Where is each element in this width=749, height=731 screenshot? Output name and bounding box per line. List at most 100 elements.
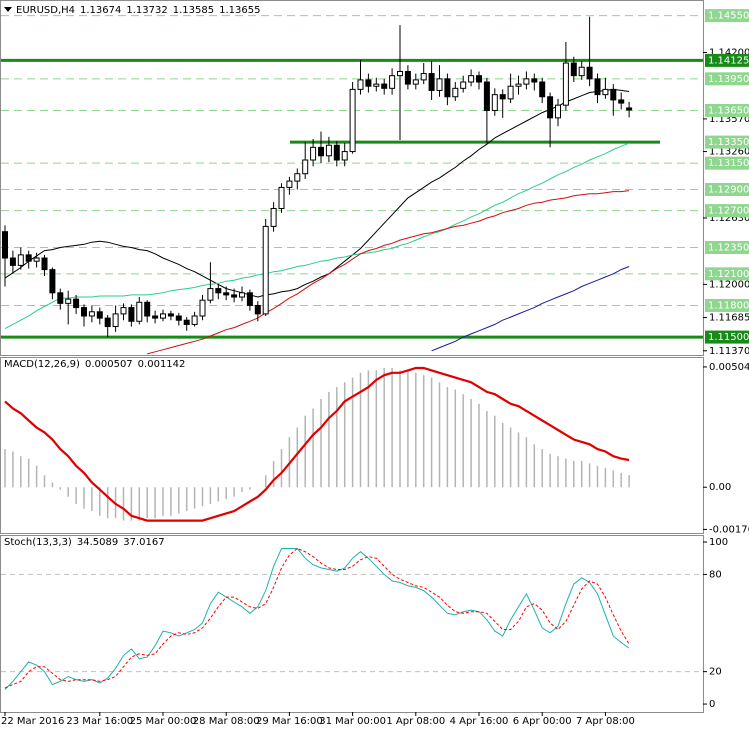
panel-title: Stoch(13,3,3) bbox=[4, 537, 72, 548]
y-tick-label: 1.13260 bbox=[709, 147, 749, 158]
candle-body bbox=[578, 66, 585, 77]
candle-body bbox=[476, 75, 482, 83]
candle-body bbox=[120, 307, 127, 315]
stoch-line bbox=[4, 547, 630, 689]
candle-body bbox=[618, 99, 625, 104]
candle-body bbox=[41, 257, 48, 271]
header-value: 0.000507 bbox=[85, 359, 133, 370]
candle-body bbox=[325, 144, 332, 157]
y-tick-label: 100 bbox=[709, 537, 728, 548]
moving-average bbox=[147, 190, 630, 355]
candle-body bbox=[365, 79, 372, 87]
candle-body bbox=[310, 146, 317, 161]
y-tick-label: 1.14200 bbox=[709, 47, 749, 58]
level-tag bbox=[705, 53, 749, 67]
y-tick-label: 0.00 bbox=[709, 482, 731, 493]
candle-body bbox=[468, 75, 475, 83]
candle-body bbox=[594, 78, 601, 96]
candle-body bbox=[539, 81, 546, 98]
header-value: 1.13732 bbox=[126, 5, 167, 16]
candle-body bbox=[452, 87, 459, 98]
stoch-panel bbox=[0, 535, 704, 713]
candle-body bbox=[586, 66, 593, 80]
candle-body bbox=[523, 78, 530, 85]
candle-body bbox=[207, 288, 214, 301]
candle-body bbox=[397, 70, 403, 77]
x-tick-label: 25 Mar 00:00 bbox=[130, 716, 197, 727]
level-tag-label: 1.13950 bbox=[708, 74, 749, 85]
candle-body bbox=[112, 313, 119, 328]
candle-body bbox=[88, 311, 95, 317]
macd-panel bbox=[0, 357, 704, 534]
level-tag bbox=[705, 298, 749, 312]
level-tag bbox=[705, 72, 749, 86]
candle-body bbox=[626, 107, 633, 111]
header-value: 1.13655 bbox=[219, 5, 260, 16]
y-tick-label: 20 bbox=[709, 667, 722, 678]
candle-body bbox=[278, 186, 285, 209]
level-tag-label: 1.11800 bbox=[708, 300, 749, 311]
level-tag-label: 1.13350 bbox=[708, 137, 749, 148]
candle-body bbox=[215, 288, 222, 294]
level-tag-label: 1.13150 bbox=[708, 158, 749, 169]
x-tick-label: 31 Mar 00:00 bbox=[319, 716, 386, 727]
y-tick-label: 1.11685 bbox=[709, 313, 749, 324]
candle-body bbox=[262, 225, 269, 315]
level-tag-label: 1.14550 bbox=[708, 11, 749, 22]
level-tag bbox=[705, 9, 749, 23]
candle-body bbox=[412, 79, 419, 85]
candle-body bbox=[562, 62, 569, 106]
candle-body bbox=[610, 88, 617, 101]
candle-body bbox=[199, 299, 206, 317]
candle-body bbox=[357, 79, 364, 90]
header-value: 37.0167 bbox=[123, 537, 164, 548]
candle-body bbox=[2, 231, 8, 259]
candle-body bbox=[531, 78, 538, 83]
level-tag bbox=[705, 156, 749, 170]
candle-body bbox=[499, 94, 506, 100]
y-tick-label: -0.001769 bbox=[709, 524, 749, 535]
candle-body bbox=[17, 254, 24, 266]
candle-body bbox=[239, 292, 245, 298]
candle-body bbox=[65, 298, 72, 304]
level-tag bbox=[705, 330, 749, 344]
level-tag-label: 1.13650 bbox=[708, 105, 749, 116]
candle-body bbox=[254, 304, 261, 315]
candle-body bbox=[302, 159, 309, 175]
candle-body bbox=[373, 83, 380, 87]
candle-body bbox=[483, 81, 490, 111]
candle-body bbox=[294, 173, 301, 182]
level-tag-label: 1.11500 bbox=[708, 332, 749, 343]
candle-body bbox=[191, 315, 198, 325]
x-tick-label: 29 Mar 16:00 bbox=[256, 716, 323, 727]
candle-body bbox=[73, 298, 80, 309]
candle-body bbox=[246, 292, 253, 306]
header-value: 1.13674 bbox=[80, 5, 121, 16]
candle-body bbox=[420, 73, 427, 81]
level-tag bbox=[705, 183, 749, 197]
level-tag bbox=[705, 135, 749, 149]
candle-body bbox=[136, 301, 143, 322]
candle-body bbox=[515, 83, 522, 87]
candle-body bbox=[160, 313, 166, 319]
signal-line bbox=[4, 366, 630, 522]
stoch-line bbox=[4, 548, 630, 690]
price-panel bbox=[0, 0, 704, 356]
candle-body bbox=[96, 311, 103, 319]
candle-body bbox=[602, 88, 609, 96]
x-tick-label: 28 Mar 08:00 bbox=[193, 716, 260, 727]
y-tick-label: 0 bbox=[709, 699, 715, 710]
candle-body bbox=[460, 81, 467, 89]
y-tick-label: 80 bbox=[709, 569, 722, 580]
candle-body bbox=[167, 313, 174, 317]
level-tag-label: 1.12900 bbox=[708, 185, 749, 196]
candle-body bbox=[270, 207, 277, 227]
y-tick-label: 1.11370 bbox=[709, 346, 749, 357]
candle-body bbox=[349, 88, 356, 153]
candle-body bbox=[555, 104, 561, 119]
panel-header: Stoch(13,3,3) 34.5089 37.0167 bbox=[4, 537, 165, 548]
menu-icon[interactable] bbox=[4, 7, 12, 12]
